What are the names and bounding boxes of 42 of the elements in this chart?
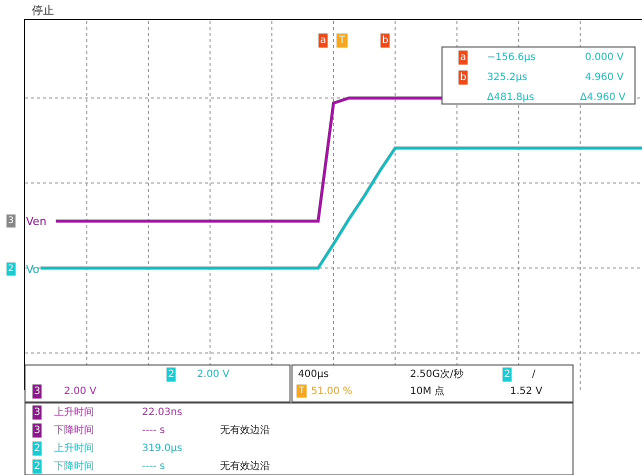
- text: 3: [34, 425, 40, 436]
- text: −156.6µs: [487, 52, 536, 63]
- text: 下降时间: [54, 424, 94, 436]
- text: 3: [34, 386, 40, 397]
- text: ---- s: [142, 461, 165, 472]
- text: 0.000 V: [585, 52, 624, 63]
- text: 停止: [32, 4, 54, 17]
- text: 2.50G次/秒: [410, 368, 464, 380]
- text: 2: [504, 369, 510, 380]
- text: 319.0µs: [142, 443, 182, 454]
- annotation: Δ4.960 V: [580, 92, 626, 103]
- text: T: [298, 386, 305, 396]
- text: 无有效边沿: [220, 424, 270, 436]
- text: 4.960 V: [585, 72, 624, 83]
- text: ---- s: [142, 425, 165, 436]
- text: 2: [168, 369, 174, 380]
- text: a: [320, 35, 326, 46]
- text: a: [460, 52, 466, 63]
- series-label: Ven: [26, 215, 46, 228]
- series-label: Vo: [26, 263, 40, 276]
- text: T: [338, 35, 346, 46]
- text: b: [460, 72, 466, 83]
- text: /: [532, 369, 536, 380]
- text: 2.00 V: [64, 386, 96, 397]
- text: 51.00 %: [311, 386, 352, 397]
- text: 下降时间: [54, 460, 94, 472]
- text: 上升时间: [54, 442, 94, 454]
- text: 400µs: [298, 369, 329, 380]
- text: 2: [34, 461, 40, 472]
- text: 1.52 V: [510, 386, 542, 397]
- text: 2.00 V: [197, 369, 230, 380]
- text: 无有效边沿: [220, 460, 270, 472]
- text: 325.2µs: [487, 72, 528, 83]
- text: b: [382, 35, 388, 46]
- text: 2: [8, 264, 14, 274]
- text: 22.03ns: [142, 407, 182, 418]
- text: 3: [8, 216, 14, 226]
- text: 上升时间: [54, 406, 94, 418]
- text: 10M 点: [410, 385, 445, 397]
- text: 3: [34, 407, 40, 418]
- annotation: Δ481.8µs: [487, 92, 534, 103]
- text: 2: [34, 443, 40, 454]
